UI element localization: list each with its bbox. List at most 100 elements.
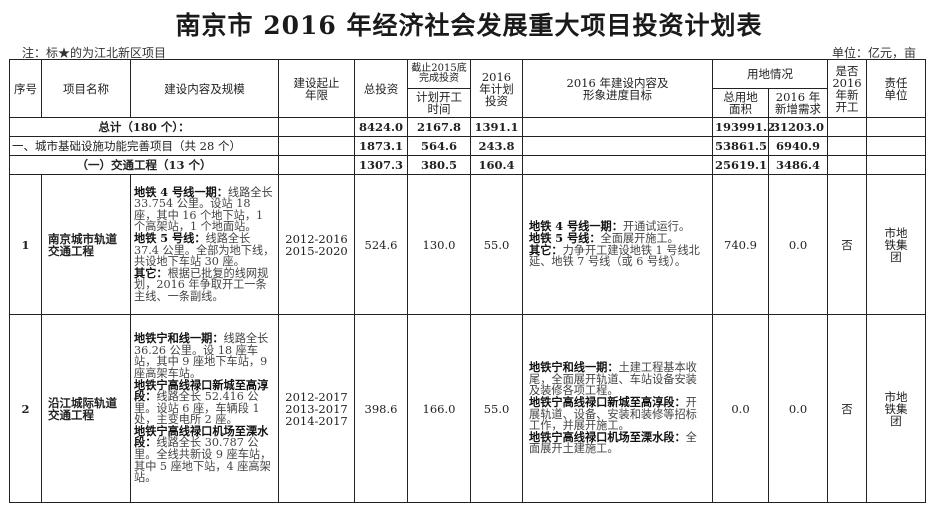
project-land-total: 0.0 — [712, 314, 769, 503]
project-plan: 55.0 — [470, 174, 523, 315]
summary-total: 1873.1 — [354, 136, 408, 156]
content-heading: 地铁宁高线禄口新城至高淳段： — [134, 377, 269, 404]
summary-owner — [866, 155, 926, 175]
summary-target — [522, 155, 713, 175]
project-seq: 1 — [9, 174, 42, 315]
period-line: 2012-2017 — [285, 389, 348, 404]
header-land: 用地情况 — [712, 59, 828, 89]
summary-owner — [866, 117, 926, 137]
period-line: 2012-2016 — [285, 231, 348, 246]
header-start-time: 计划开工时间 — [407, 88, 471, 118]
project-period: 2012-2017 2013-2017 2014-2017 — [278, 314, 355, 503]
header-row-2: 计划开工时间 总用地面积 2016 年新增需求 — [10, 88, 926, 118]
target-heading: 地铁宁和线一期： — [529, 360, 619, 375]
header-row: 序号 项目名称 建设内容及规模 建设起止年限 总投资 截止2015底完成投资 2… — [9, 59, 926, 118]
content-heading: 地铁宁高线禄口机场至溧水段： — [134, 423, 269, 450]
summary-label: （一）交通工程（13 个） — [9, 155, 279, 175]
project-content: 地铁 4 号线一期：线路全长 33.754 公里。设站 18 座，其中 16 个… — [130, 174, 279, 315]
target-text: 开通试运行。 — [622, 220, 691, 234]
content-text: 线路全长 36.26 公里。设 18 座车站，其中 9 座地下车站，9 座高架车… — [134, 332, 269, 380]
project-land-new: 0.0 — [768, 174, 828, 315]
project-owner: 市地铁集团 — [866, 314, 926, 503]
header-done-2015: 截止2015底完成投资 — [407, 59, 471, 89]
content-text: 线路全长 33.754 公里。设站 18 座，其中 16 个地下站，1 个高架站… — [134, 185, 273, 234]
project-done: 130.0 — [407, 174, 471, 315]
header-new-start: 是否2016年新开工 — [827, 59, 867, 118]
header-land-new: 2016 年新增需求 — [768, 88, 828, 118]
header-owner: 责任单位 — [866, 59, 926, 118]
content-text: 根据已批复的线网规划，2016 年争取开工一条主线、一条副线。 — [134, 266, 269, 303]
target-text: 土建工程基本收尾，全面展开轨道、车站设备安装及装修各项工程。 — [529, 361, 697, 398]
summary-done: 564.6 — [407, 136, 471, 156]
summary-row-category: 一、城市基础设施功能完善项目（共 28 个） 1873.1 564.6 243.… — [9, 136, 926, 156]
summary-new-start — [827, 136, 867, 156]
content-text: 线路全长 52.416 公里。设站 6 座，车辆段 1 处，主变电所 2 座。 — [134, 390, 260, 427]
summary-target — [522, 117, 713, 137]
summary-land-total: 193991.2 — [712, 117, 775, 137]
project-row: 2 沿江城际轨道交通工程 地铁宁和线一期：线路全长 36.26 公里。设 18 … — [9, 314, 926, 503]
project-plan: 55.0 — [470, 314, 523, 503]
summary-new-start — [827, 117, 867, 137]
content-heading: 其它： — [134, 265, 168, 280]
project-target: 地铁 4 号线一期：开通试运行。 地铁 5 号线：全面展开施工。 其它：力争开工… — [522, 174, 713, 315]
project-row: 1 南京城市轨道交通工程 地铁 4 号线一期：线路全长 33.754 公里。设站… — [9, 174, 926, 315]
content-heading: 地铁宁和线一期： — [134, 331, 224, 346]
target-heading: 地铁宁高线禄口新城至高淳段： — [529, 394, 686, 409]
summary-total: 1307.3 — [354, 155, 408, 175]
project-target: 地铁宁和线一期：土建工程基本收尾，全面展开轨道、车站设备安装及装修各项工程。 地… — [522, 314, 713, 503]
header-land-total: 总用地面积 — [712, 88, 769, 118]
project-land-new: 0.0 — [768, 314, 828, 503]
summary-land-total: 53861.5 — [712, 136, 769, 156]
content-text: 线路全长 37.4 公里。全部为地下线，共设地下车站 30 座。 — [134, 231, 275, 269]
note: 注：标★的为江北新区项目 — [22, 46, 167, 60]
summary-label: 一、城市基础设施功能完善项目（共 28 个） — [9, 136, 279, 156]
summary-owner — [866, 136, 926, 156]
header-target-2016: 2016 年建设内容及形象进度目标 — [522, 59, 713, 118]
unit-label: 单位：亿元，亩 — [831, 46, 916, 60]
target-heading: 地铁 5 号线： — [529, 230, 601, 245]
summary-plan: 1391.1 — [470, 117, 523, 137]
target-heading: 地铁 4 号线一期： — [529, 219, 623, 234]
content-heading: 地铁 4 号线一期： — [134, 184, 228, 199]
summary-land-new: 31203.0 — [768, 117, 828, 137]
project-owner: 市地铁集团 — [866, 174, 926, 315]
project-content: 地铁宁和线一期：线路全长 36.26 公里。设 18 座车站，其中 9 座地下车… — [130, 314, 279, 503]
summary-new-start — [827, 155, 867, 175]
content-text: 线路全长 30.787 公里。全线共新设 9 座车站，其中 5 座地下站，4 座… — [134, 436, 272, 485]
target-text: 全面展开土建施工。 — [529, 430, 697, 456]
target-text: 全面展开施工。 — [600, 231, 679, 245]
header-name: 项目名称 — [41, 59, 131, 118]
project-period: 2012-2016 2015-2020 — [278, 174, 355, 315]
project-total: 398.6 — [354, 314, 408, 503]
project-new-start: 否 — [827, 174, 867, 315]
summary-plan: 243.8 — [470, 136, 523, 156]
project-name: 南京城市轨道交通工程 — [41, 174, 131, 315]
project-total: 524.6 — [354, 174, 408, 315]
summary-period — [278, 155, 355, 175]
project-name: 沿江城际轨道交通工程 — [41, 314, 131, 503]
page-title: 南京市 2016 年经济社会发展重大项目投资计划表 — [175, 11, 763, 40]
header-seq: 序号 — [9, 59, 42, 118]
summary-row-total: 总计（180 个）： 8424.0 2167.8 1391.1 193991.2… — [9, 117, 926, 137]
target-text: 开展轨道、设备、安装和装修等招标工作，并展开施工。 — [529, 395, 697, 433]
summary-label: 总计（180 个）： — [9, 117, 279, 137]
header-period: 建设起止年限 — [278, 59, 355, 118]
project-land-total: 740.9 — [712, 174, 769, 315]
summary-target — [522, 136, 713, 156]
header-total: 总投资 — [354, 59, 408, 118]
project-seq: 2 — [9, 314, 42, 503]
header-content: 建设内容及规模 — [130, 59, 279, 118]
summary-land-new: 6940.9 — [768, 136, 828, 156]
target-text: 力争开工建设地铁 1 号线北延、地铁 7 号线（或 6 号线）。 — [529, 243, 700, 269]
summary-land-new: 3486.4 — [768, 155, 828, 175]
project-new-start: 否 — [827, 314, 867, 503]
header-plan-2016: 2016 年计划投资 — [470, 59, 523, 118]
summary-row-subcategory: （一）交通工程（13 个） 1307.3 380.5 160.4 25619.1… — [9, 155, 926, 175]
period-line: 2015-2020 — [285, 243, 348, 258]
period-line: 2013-2017 — [285, 401, 348, 416]
target-heading: 地铁宁高线禄口机场至溧水段： — [529, 429, 686, 444]
summary-period — [278, 136, 355, 156]
summary-done: 380.5 — [407, 155, 471, 175]
summary-plan: 160.4 — [470, 155, 523, 175]
summary-land-total: 25619.1 — [712, 155, 769, 175]
